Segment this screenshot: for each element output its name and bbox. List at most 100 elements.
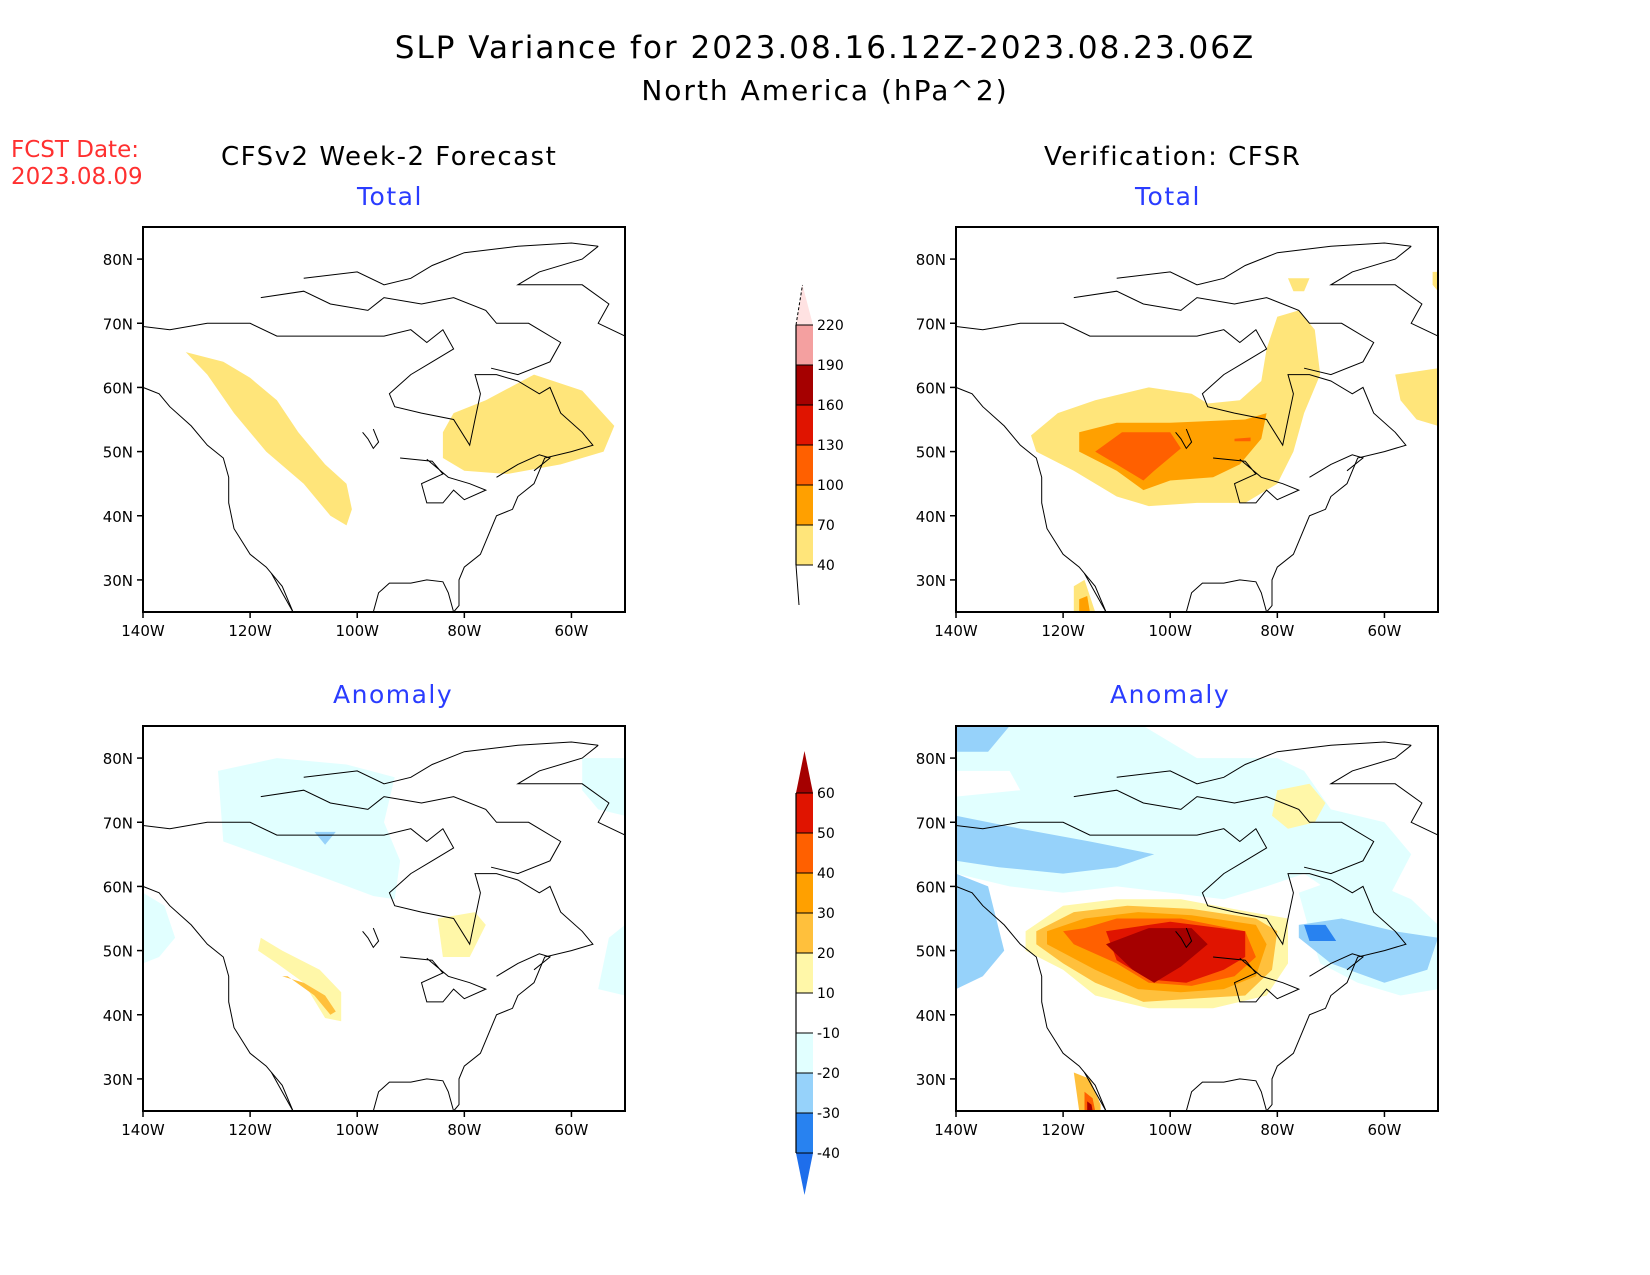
x-tick-label: 140W	[121, 1121, 165, 1139]
shade-100-small	[1234, 437, 1251, 442]
coastline-layer	[143, 741, 625, 1111]
y-tick-label: 60N	[103, 379, 133, 397]
coastline	[260, 290, 562, 376]
coastline	[1175, 927, 1193, 949]
shade-m30-core	[1304, 924, 1337, 941]
coastline	[1073, 789, 1375, 875]
colorbar-label: 220	[817, 318, 844, 334]
colorbar-label: 10	[817, 986, 835, 1002]
coastline	[1084, 1072, 1107, 1111]
y-tick-label: 70N	[916, 814, 946, 832]
x-tick-label: 80W	[1260, 622, 1294, 640]
colorbar-swatch	[796, 993, 813, 1033]
coastline	[143, 885, 294, 1111]
coastline	[496, 454, 552, 478]
coastline	[271, 573, 294, 612]
x-tick-label: 100W	[1148, 1121, 1192, 1139]
colorbar-swatch	[796, 445, 813, 485]
coastline	[1116, 741, 1412, 785]
shade-60-baja	[1087, 1101, 1093, 1111]
shade-40-baja	[1084, 1091, 1096, 1111]
x-tick-label: 120W	[228, 622, 272, 640]
panel-title-verification-anomaly: Anomaly	[1110, 680, 1231, 709]
colorbar-swatch	[796, 751, 813, 793]
coastline	[1309, 953, 1365, 977]
map-panel-verification-anomaly: 140W 120W 100W 80W 60W 80N 70N 60N 50N 40N 30N	[916, 725, 1439, 1139]
map-panel-verification-total: 140W 120W 100W 80W 60W 80N 70N 60N 50N 40N 30N	[916, 226, 1439, 640]
y-tick-label: 40N	[916, 508, 946, 526]
chart-subtitle: North America (hPa^2)	[641, 74, 1009, 107]
colorbar-total: 40 70 100 130 160 190 220	[795, 284, 844, 606]
coastline	[143, 821, 594, 1111]
shade-m20-labrador	[1298, 918, 1438, 983]
coastline	[362, 428, 380, 450]
shade-40-labrador	[1395, 368, 1438, 426]
x-tick-label: 60W	[1367, 622, 1401, 640]
y-tick-label: 50N	[916, 943, 946, 961]
coastline	[372, 579, 455, 612]
left-column-title: CFSv2 Week-2 Forecast	[221, 142, 558, 172]
y-tick-label: 30N	[916, 1071, 946, 1089]
coastline	[400, 956, 488, 1003]
y-tick-label: 80N	[916, 750, 946, 768]
x-tick-label: 80W	[1260, 1121, 1294, 1139]
y-tick-label: 30N	[916, 572, 946, 590]
colorbar-label: 30	[817, 906, 835, 922]
coastline	[1329, 744, 1438, 836]
coastline	[1175, 428, 1193, 450]
colorbar-edge	[795, 284, 803, 326]
coastline	[400, 457, 488, 504]
colorbar-swatch	[796, 913, 813, 953]
colorbar-swatch	[796, 953, 813, 993]
shade-60-core	[1106, 928, 1208, 983]
colorbar-label: 130	[817, 438, 844, 454]
colorbar-swatch	[796, 325, 813, 365]
colorbar-swatch	[796, 793, 813, 833]
shading-layer	[956, 726, 1438, 1111]
map-frame	[955, 226, 1439, 613]
coastline	[1213, 956, 1301, 1003]
coastline	[516, 245, 625, 337]
coastline	[1185, 579, 1268, 612]
x-tick-label: 60W	[554, 1121, 588, 1139]
map-panel-forecast-anomaly: 140W 120W 100W 80W 60W 80N 70N 60N 50N 40N 30N	[103, 725, 626, 1139]
x-tick-label: 120W	[1041, 1121, 1085, 1139]
coastline	[956, 386, 1107, 612]
shade-10-baffin	[1272, 783, 1326, 829]
shade-40-greenland	[1432, 271, 1438, 292]
coastline	[1309, 454, 1365, 478]
coastline	[1116, 242, 1412, 286]
shading-layer	[185, 352, 615, 526]
y-tick-label: 60N	[103, 878, 133, 896]
shading-layer	[143, 758, 625, 1047]
map-panel-forecast-total: 140W 120W 100W 80W 60W 80N 70N 60N 50N 40N 30N	[103, 226, 626, 640]
coastline	[956, 821, 1407, 1111]
colorbar-label: 40	[817, 866, 835, 882]
coastline-layer	[143, 242, 625, 612]
colorbar-label: 100	[817, 478, 844, 494]
y-tick-label: 60N	[916, 878, 946, 896]
coastline	[143, 386, 294, 612]
y-tick-label: 80N	[103, 251, 133, 269]
x-tick-label: 100W	[335, 622, 379, 640]
coastline	[271, 1072, 294, 1111]
y-tick-label: 60N	[916, 379, 946, 397]
x-tick-label: 60W	[554, 622, 588, 640]
x-tick-label: 80W	[447, 1121, 481, 1139]
coastline-layer	[956, 242, 1438, 612]
colorbar-anomaly: -40 -30 -20 -10 10 20 30 40 50 60	[795, 751, 840, 1195]
shade-m10-arctic	[218, 758, 401, 900]
colorbar-label: 160	[817, 398, 844, 414]
y-tick-label: 40N	[103, 508, 133, 526]
colorbar-label: 70	[817, 518, 835, 534]
coastline	[260, 789, 562, 875]
coastline	[1213, 457, 1301, 504]
shading-layer	[1031, 271, 1438, 612]
fcst-date: 2023.08.09	[11, 164, 143, 190]
coastline	[1329, 245, 1438, 337]
coastline	[496, 953, 552, 977]
map-frame	[955, 725, 1439, 1112]
colorbar-edge	[795, 564, 800, 606]
shade-m20-yukon	[956, 815, 1155, 874]
